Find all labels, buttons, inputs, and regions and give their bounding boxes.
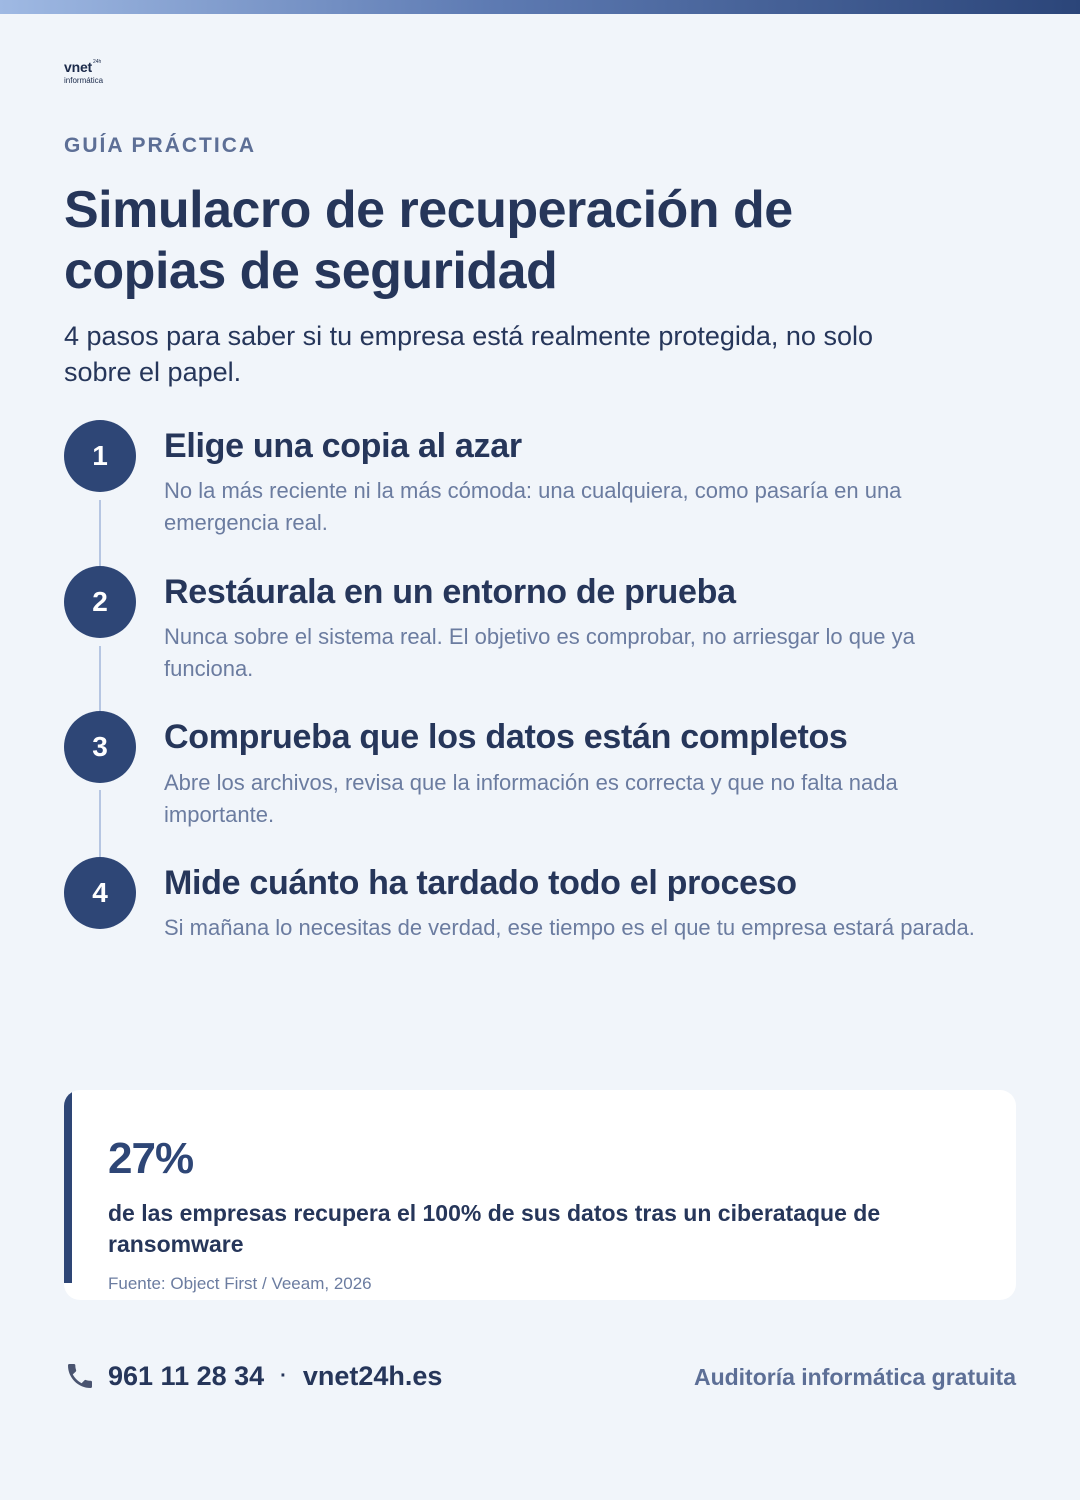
step-connector bbox=[99, 500, 101, 566]
step-description: Si mañana lo necesitas de verdad, ese ti… bbox=[164, 915, 975, 940]
footer-separator: · bbox=[280, 1364, 287, 1387]
phone-number[interactable]: 961 11 28 34 bbox=[108, 1360, 265, 1391]
step-title: Mide cuánto ha tardado todo el proceso bbox=[164, 864, 797, 902]
stat-source: Fuente: Object First / Veeam, 2026 bbox=[108, 1274, 372, 1293]
stat-value: 27% bbox=[108, 1134, 194, 1183]
brand-logo: vnet24h informática bbox=[64, 60, 103, 85]
phone-icon bbox=[64, 1360, 96, 1392]
stat-accent-bar bbox=[64, 1090, 72, 1283]
step-description: Nunca sobre el sistema real. El objetivo… bbox=[164, 624, 915, 681]
step-number-badge: 3 bbox=[64, 711, 136, 783]
step-title: Restáurala en un entorno de prueba bbox=[164, 573, 736, 611]
step-description: No la más reciente ni la más cómoda: una… bbox=[164, 478, 902, 535]
cta-link[interactable]: Auditoría informática gratuita bbox=[693, 1364, 1016, 1390]
logo-sup: 24h bbox=[93, 59, 102, 65]
page-subtitle: 4 pasos para saber si tu empresa está re… bbox=[64, 321, 873, 387]
step-title: Comprueba que los datos están completos bbox=[164, 718, 848, 756]
step-number-badge: 1 bbox=[64, 420, 136, 492]
website-link[interactable]: vnet24h.es bbox=[302, 1360, 443, 1391]
stat-card: 27% de las empresas recupera el 100% de … bbox=[64, 1090, 1016, 1300]
step-description: Abre los archivos, revisa que la informa… bbox=[164, 770, 898, 827]
stat-text: de las empresas recupera el 100% de sus … bbox=[108, 1200, 881, 1257]
eyebrow-label: GUÍA PRÁCTICA bbox=[64, 134, 257, 157]
step-connector bbox=[99, 790, 101, 858]
page-title: Simulacro de recuperación de copias de s… bbox=[64, 181, 793, 300]
step-number-badge: 2 bbox=[64, 566, 136, 638]
top-gradient-bar bbox=[0, 0, 1080, 14]
footer-contact: 961 11 28 34 · vnet24h.es bbox=[64, 1360, 442, 1392]
logo-sub: informática bbox=[64, 76, 104, 85]
step-connector bbox=[99, 646, 101, 712]
step-number-badge: 4 bbox=[64, 857, 136, 929]
logo-main: vnet bbox=[64, 59, 92, 75]
step-title: Elige una copia al azar bbox=[164, 427, 522, 465]
